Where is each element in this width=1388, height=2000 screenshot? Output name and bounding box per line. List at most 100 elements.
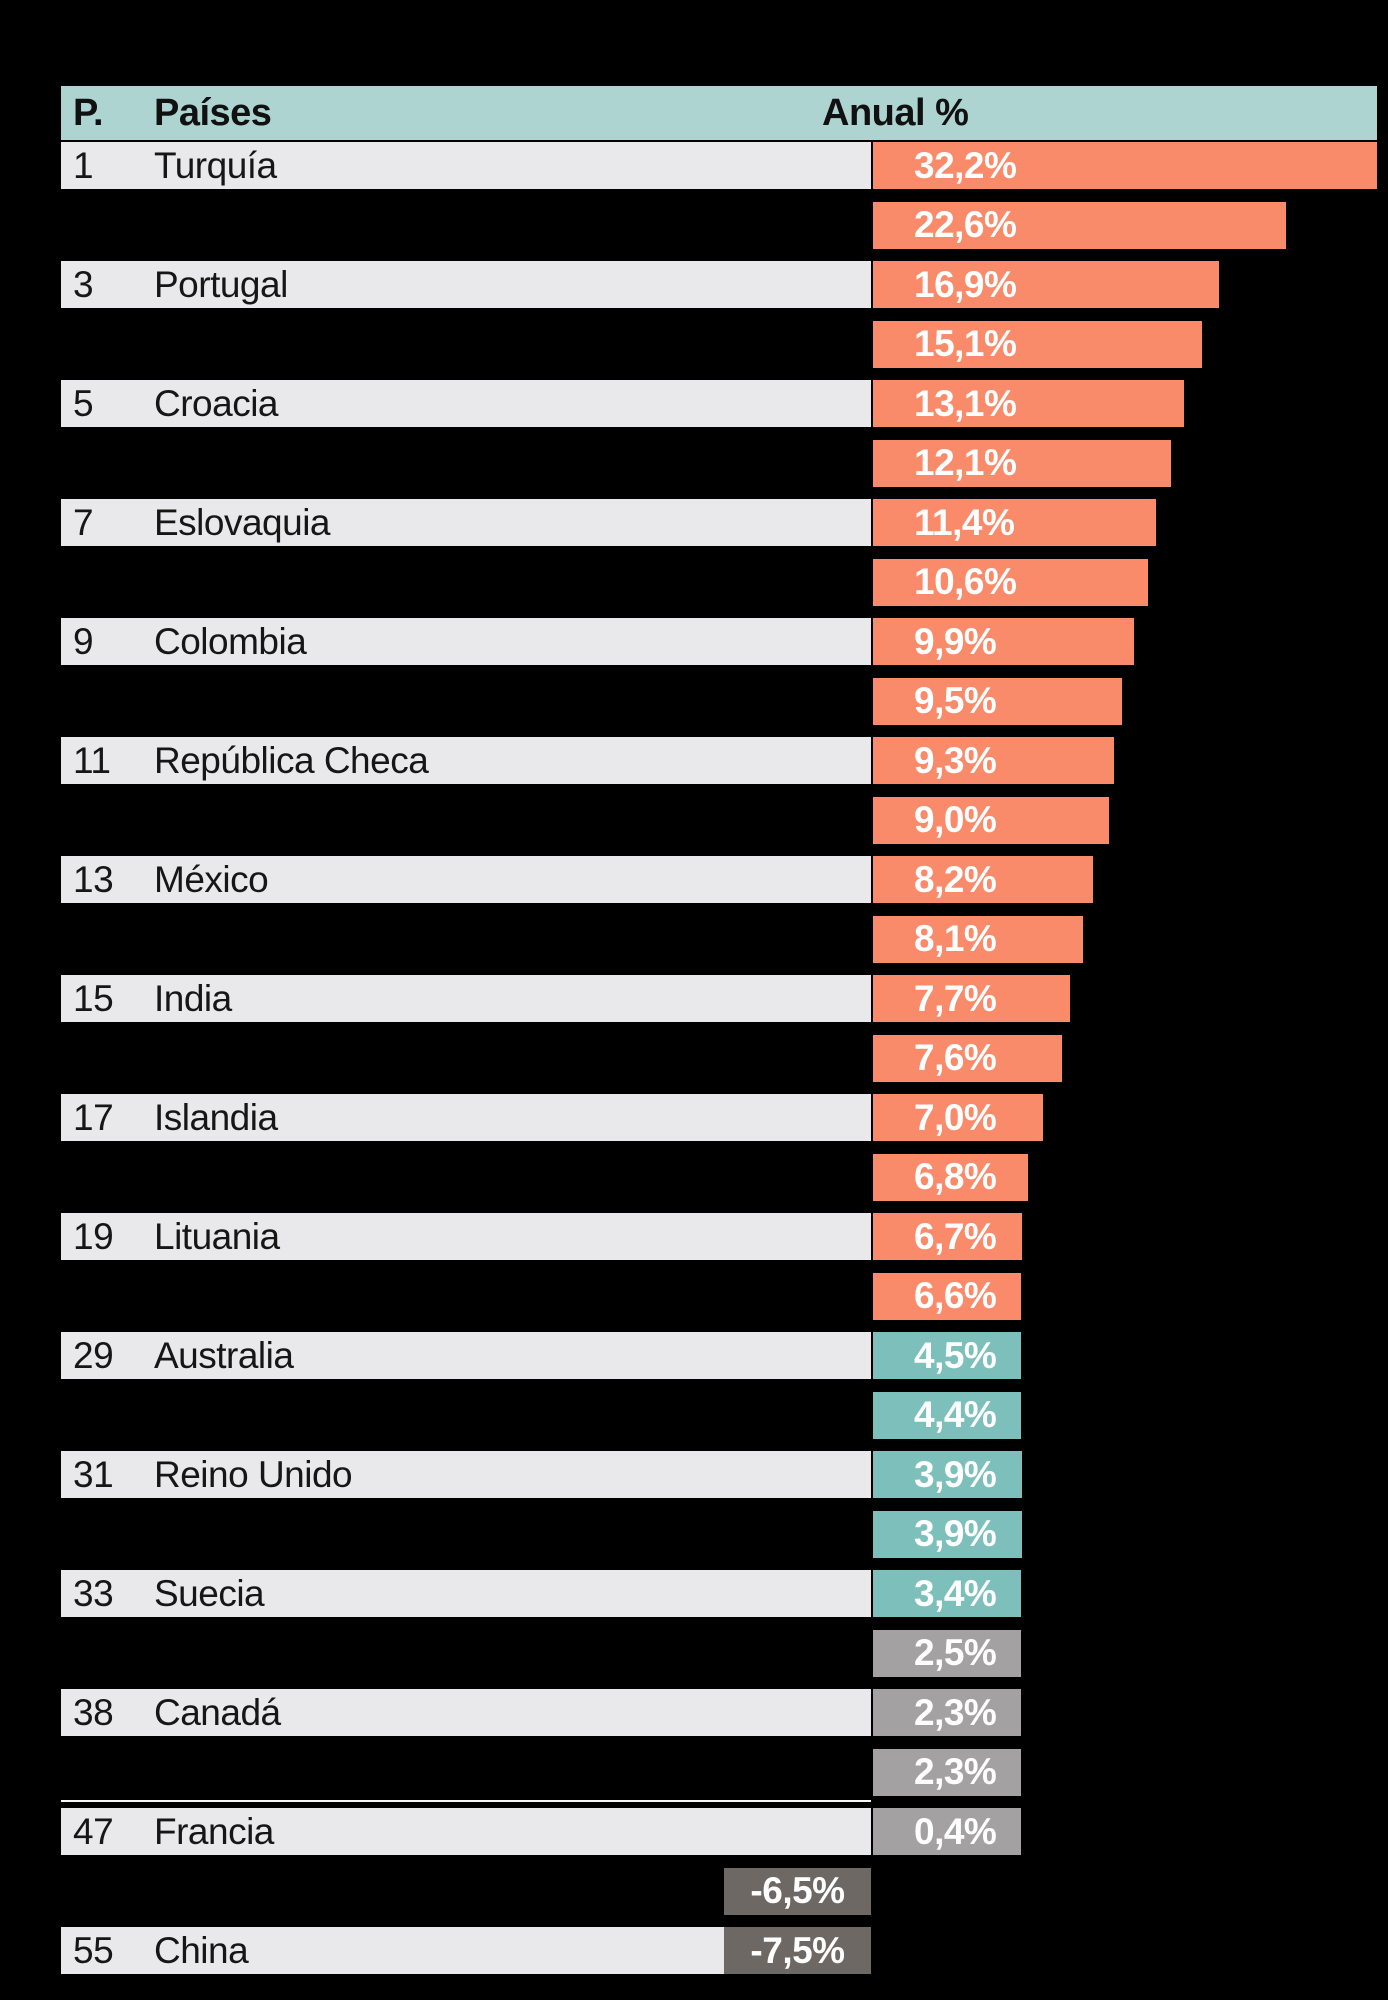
rank-label: 9 [73,620,94,662]
value-label: 4,4% [914,1394,997,1435]
rank-label: 7 [73,501,94,543]
value-bar: 7,6% [873,1034,1062,1082]
table-row: 17 Islandia 7,0% [61,1094,1377,1141]
value-label: 32,2% [914,144,1017,186]
country-cell: 9 Colombia [61,618,871,665]
value-label: 2,3% [914,1691,997,1733]
value-bar: 9,5% [873,677,1122,725]
country-name: Canadá [154,1691,281,1733]
country-cell: 5 Croacia [61,380,871,427]
rank-label: 5 [73,382,94,424]
value-bar: 3,9% [873,1510,1022,1558]
value-label: 22,6% [914,204,1017,245]
value-bar: 16,9% [873,261,1219,308]
value-label: 10,6% [914,561,1017,602]
country-cell: 11 República Checa [61,737,871,784]
value-label: 9,0% [914,799,997,840]
value-label: 6,6% [914,1275,997,1316]
value-bar: 4,5% [873,1332,1021,1379]
table-row: 2,3% [61,1748,1377,1796]
value-bar: 8,2% [873,856,1093,903]
table-row: 4,4% [61,1391,1377,1439]
rank-label: 17 [73,1096,114,1138]
value-bar: 11,4% [873,499,1156,546]
value-label: 8,2% [914,858,997,900]
table-row: 29 Australia 4,5% [61,1332,1377,1379]
table-row: 11 República Checa 9,3% [61,737,1377,784]
value-bar: 9,9% [873,618,1134,665]
value-bar: 13,1% [873,380,1184,427]
value-label: 3,9% [914,1513,997,1554]
value-label: 3,4% [914,1572,997,1614]
table-row: 3,9% [61,1510,1377,1558]
value-label: -6,5% [750,1870,845,1911]
table-row: 1 Turquía 32,2% [61,142,1377,189]
value-label: 9,9% [914,620,997,662]
value-label: 7,0% [914,1096,997,1138]
country-cell: 33 Suecia [61,1570,871,1617]
rank-label: 3 [73,263,94,305]
table-header: P. Países Anual % [61,86,1377,140]
country-name: Turquía [154,144,277,186]
rank-label: 11 [73,739,111,781]
rank-label: 31 [73,1453,114,1495]
table-row: 2,5% [61,1629,1377,1677]
value-label: -7,5% [750,1929,845,1971]
table-row: 19 Lituania 6,7% [61,1213,1377,1260]
value-bar: 7,7% [873,975,1070,1022]
table-row: -6,5% [61,1867,1377,1915]
rank-label: 19 [73,1215,114,1257]
rank-label: 1 [73,144,94,186]
header-value: Anual % [822,91,969,134]
ranking-table: P. Países Anual % 1 Turquía 32,2% 22,6% 3 Por… [61,86,1377,1987]
table-row: 7,6% [61,1034,1377,1082]
value-bar: 9,0% [873,796,1109,844]
value-label: 15,1% [914,323,1017,364]
table-row: 13 México 8,2% [61,856,1377,903]
value-label: 2,3% [914,1751,997,1792]
header-rank: P. [73,91,104,134]
value-bar: 6,6% [873,1272,1021,1320]
table-row: 31 Reino Unido 3,9% [61,1451,1377,1498]
country-cell: 19 Lituania [61,1213,871,1260]
country-name: República Checa [154,739,429,781]
value-bar: 3,4% [873,1570,1021,1617]
value-bar: 9,3% [873,737,1114,784]
value-label: 3,9% [914,1453,997,1495]
table-row: 47 Francia 0,4% [61,1800,1377,1855]
table-rows: 1 Turquía 32,2% 22,6% 3 Portugal 16,9% 15,1% 5 Cr… [61,142,1377,1974]
rank-label: 38 [73,1691,114,1733]
value-label: 8,1% [914,918,997,959]
value-bar: 2,3% [873,1689,1021,1736]
country-cell: 7 Eslovaquia [61,499,871,546]
table-row: 3 Portugal 16,9% [61,261,1377,308]
country-cell: 1 Turquía [61,142,871,189]
value-bar: 7,0% [873,1094,1043,1141]
table-row: 22,6% [61,201,1377,249]
country-name: Reino Unido [154,1453,353,1495]
country-name: India [154,977,232,1019]
table-row: 12,1% [61,439,1377,487]
value-bar: 4,4% [873,1391,1021,1439]
table-row: 6,8% [61,1153,1377,1201]
value-bar: -7,5% [724,1927,871,1974]
value-bar: -6,5% [724,1867,871,1915]
country-cell: 31 Reino Unido [61,1451,871,1498]
country-cell: 17 Islandia [61,1094,871,1141]
country-name: Colombia [154,620,307,662]
table-row: 9,5% [61,677,1377,725]
country-cell: 55 China [61,1927,724,1974]
country-name: Francia [154,1810,274,1852]
value-bar: 8,1% [873,915,1083,963]
country-name: Suecia [154,1572,265,1614]
value-bar: 22,6% [873,201,1286,249]
value-label: 9,3% [914,739,997,781]
country-name: Eslovaquia [154,501,331,543]
rank-label: 33 [73,1572,114,1614]
value-bar: 3,9% [873,1451,1022,1498]
value-bar: 6,7% [873,1213,1022,1260]
rank-label: 47 [73,1810,114,1852]
table-row: 5 Croacia 13,1% [61,380,1377,427]
value-label: 13,1% [914,382,1017,424]
